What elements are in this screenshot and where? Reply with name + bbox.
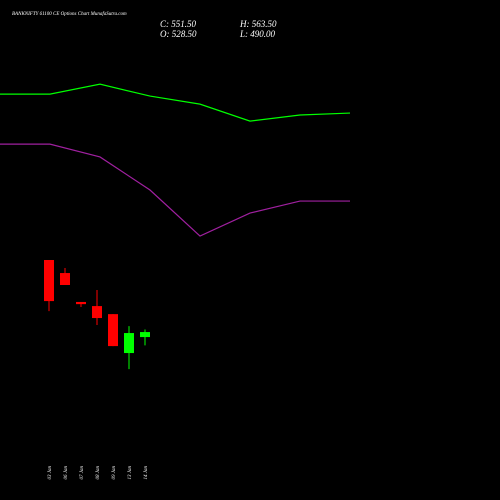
indicator-line [0,143,350,237]
open-value: O: 528.50 [160,29,197,39]
candle-body [44,260,54,302]
x-tick-label: 03 Jan [48,466,53,480]
x-tick-label: 09 Jan [112,466,117,480]
indicator-line [0,83,351,122]
candle-body [60,273,70,285]
x-tick-label: 07 Jan [80,466,85,480]
candle-body [76,301,86,305]
candle-body [140,332,150,338]
x-tick-label: 13 Jan [128,466,133,480]
high-value: H: 563.50 [239,19,277,29]
chart-title: BANKNIFTY 61100 CE Options Chart MunafaS… [12,12,127,17]
candle-body [92,306,102,319]
x-tick-label: 06 Jan [64,466,69,480]
low-value: L: 490.00 [239,29,276,39]
candle-body [108,314,118,347]
x-tick-label: 08 Jan [96,466,101,480]
candle-body [124,333,134,354]
x-tick-label: 14 Jan [144,466,149,480]
close-value: C: 551.50 [160,19,197,29]
